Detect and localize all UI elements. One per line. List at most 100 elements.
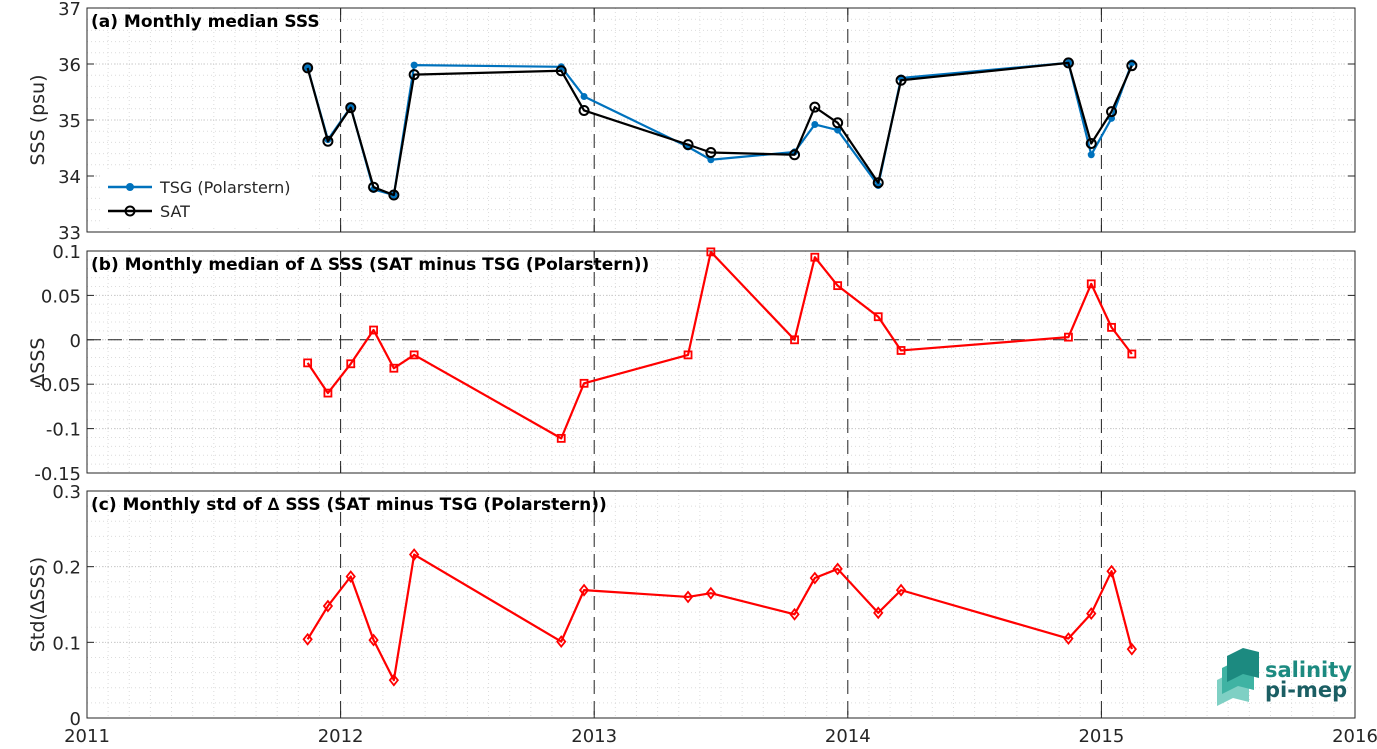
data-point	[323, 388, 333, 398]
data-point	[580, 92, 588, 100]
data-point	[409, 350, 419, 360]
legend-box	[100, 172, 312, 226]
data-point	[790, 335, 799, 345]
y-tick-label: 0.1	[52, 633, 81, 654]
y-tick-label: -0.15	[34, 464, 81, 485]
data-point	[388, 189, 400, 201]
y-tick-label: -0.05	[34, 375, 81, 396]
data-point	[408, 548, 420, 562]
data-point	[388, 673, 400, 687]
data-point	[1086, 279, 1096, 289]
data-point	[896, 346, 906, 355]
data-point	[810, 252, 820, 262]
data-point	[1106, 564, 1117, 578]
data-point	[556, 635, 567, 649]
data-point	[834, 126, 842, 134]
salinity-pi-mep-logo: salinity pi-mep	[1217, 648, 1352, 706]
y-tick-label: 0.3	[52, 482, 81, 503]
legend: TSG (Polarstern) SAT	[100, 172, 312, 226]
data-point	[895, 74, 907, 86]
data-point	[705, 586, 717, 600]
legend-tsg-marker	[126, 183, 134, 191]
data-point	[1107, 322, 1116, 332]
data-point	[789, 607, 800, 621]
data-point	[1106, 106, 1118, 118]
data-point	[1087, 151, 1095, 159]
data-point	[1062, 57, 1074, 69]
x-tick-label: 2014	[825, 726, 871, 745]
data-point	[811, 120, 819, 128]
y-axis-label: ∆SSS	[27, 338, 49, 388]
data-point	[1086, 607, 1097, 621]
data-point	[322, 599, 334, 613]
data-point	[873, 606, 884, 620]
data-point	[1127, 349, 1137, 359]
y-tick-label: 0.2	[52, 558, 81, 579]
panel-title: (c) Monthly std of ∆ SSS (SAT minus TSG …	[91, 495, 607, 515]
series-line	[306, 61, 1133, 197]
y-tick-label: 34	[58, 167, 81, 188]
y-tick-label: -0.1	[46, 420, 81, 441]
data-point	[345, 570, 356, 583]
logo-text-line2: pi-mep	[1265, 678, 1347, 702]
x-tick-label: 2013	[571, 726, 617, 745]
data-point	[389, 363, 399, 373]
x-tick-label: 2015	[1078, 726, 1124, 745]
data-point	[1085, 138, 1097, 150]
legend-tsg-label: TSG (Polarstern)	[159, 178, 290, 197]
data-point	[556, 433, 566, 443]
series-line	[306, 61, 1133, 197]
data-point	[682, 139, 694, 151]
y-tick-label: 0.1	[52, 242, 81, 263]
data-point	[872, 177, 884, 189]
data-point	[873, 312, 883, 322]
legend-sat-label: SAT	[160, 202, 190, 221]
panel-b: -0.15 -0.1 -0.05 0 0.05 0.1 ∆SSS (b) Monthly me…	[27, 242, 1356, 485]
data-point	[705, 146, 717, 158]
logo-mark-3	[1227, 648, 1259, 682]
y-axis-label: SSS (psu)	[27, 74, 49, 165]
data-point	[369, 325, 378, 335]
data-point	[809, 571, 820, 585]
data-point	[368, 633, 379, 647]
panel-a: 33 34 35 36 37 SSS (psu) (a) Monthly median SS…	[27, 0, 1356, 244]
panel-title: (a) Monthly median SSS	[91, 12, 320, 32]
data-point	[322, 135, 334, 147]
data-point	[832, 117, 844, 129]
data-point	[345, 102, 357, 114]
data-point	[809, 101, 821, 113]
data-point	[789, 149, 801, 161]
y-tick-label: 0	[70, 709, 81, 730]
data-point	[410, 61, 418, 69]
panel-title: (b) Monthly median of ∆ SSS (SAT minus T…	[91, 255, 649, 275]
data-point	[1126, 642, 1137, 656]
data-point	[346, 359, 356, 369]
y-tick-label: 36	[58, 55, 81, 76]
data-point	[408, 69, 420, 81]
data-point	[1064, 332, 1073, 342]
data-point	[706, 247, 716, 257]
x-tick-label: 2012	[318, 726, 364, 745]
series-line	[306, 250, 1133, 440]
x-tick-label: 2011	[64, 726, 110, 745]
data-point	[302, 632, 313, 646]
y-axis-label: Std(∆SSS)	[27, 557, 49, 652]
data-point	[832, 562, 843, 576]
logo-text-line1: salinity	[1265, 658, 1352, 682]
data-point	[368, 181, 380, 193]
data-point	[1126, 60, 1138, 72]
axes-box	[86, 250, 1356, 474]
series-line	[306, 553, 1133, 682]
data-point	[707, 156, 715, 164]
legend-sat-marker	[124, 205, 136, 217]
panel-c: 0 0.1 0.2 0.3 2011 2012 2013 2014 2015 2016 Std(∆S…	[27, 482, 1377, 747]
x-tick-label: 2016	[1332, 726, 1377, 745]
data-point	[895, 583, 907, 597]
data-point	[833, 281, 843, 291]
data-point	[555, 65, 567, 77]
data-point	[579, 378, 589, 388]
data-point	[303, 358, 313, 368]
data-point	[578, 583, 590, 597]
y-tick-label: 35	[58, 111, 81, 132]
